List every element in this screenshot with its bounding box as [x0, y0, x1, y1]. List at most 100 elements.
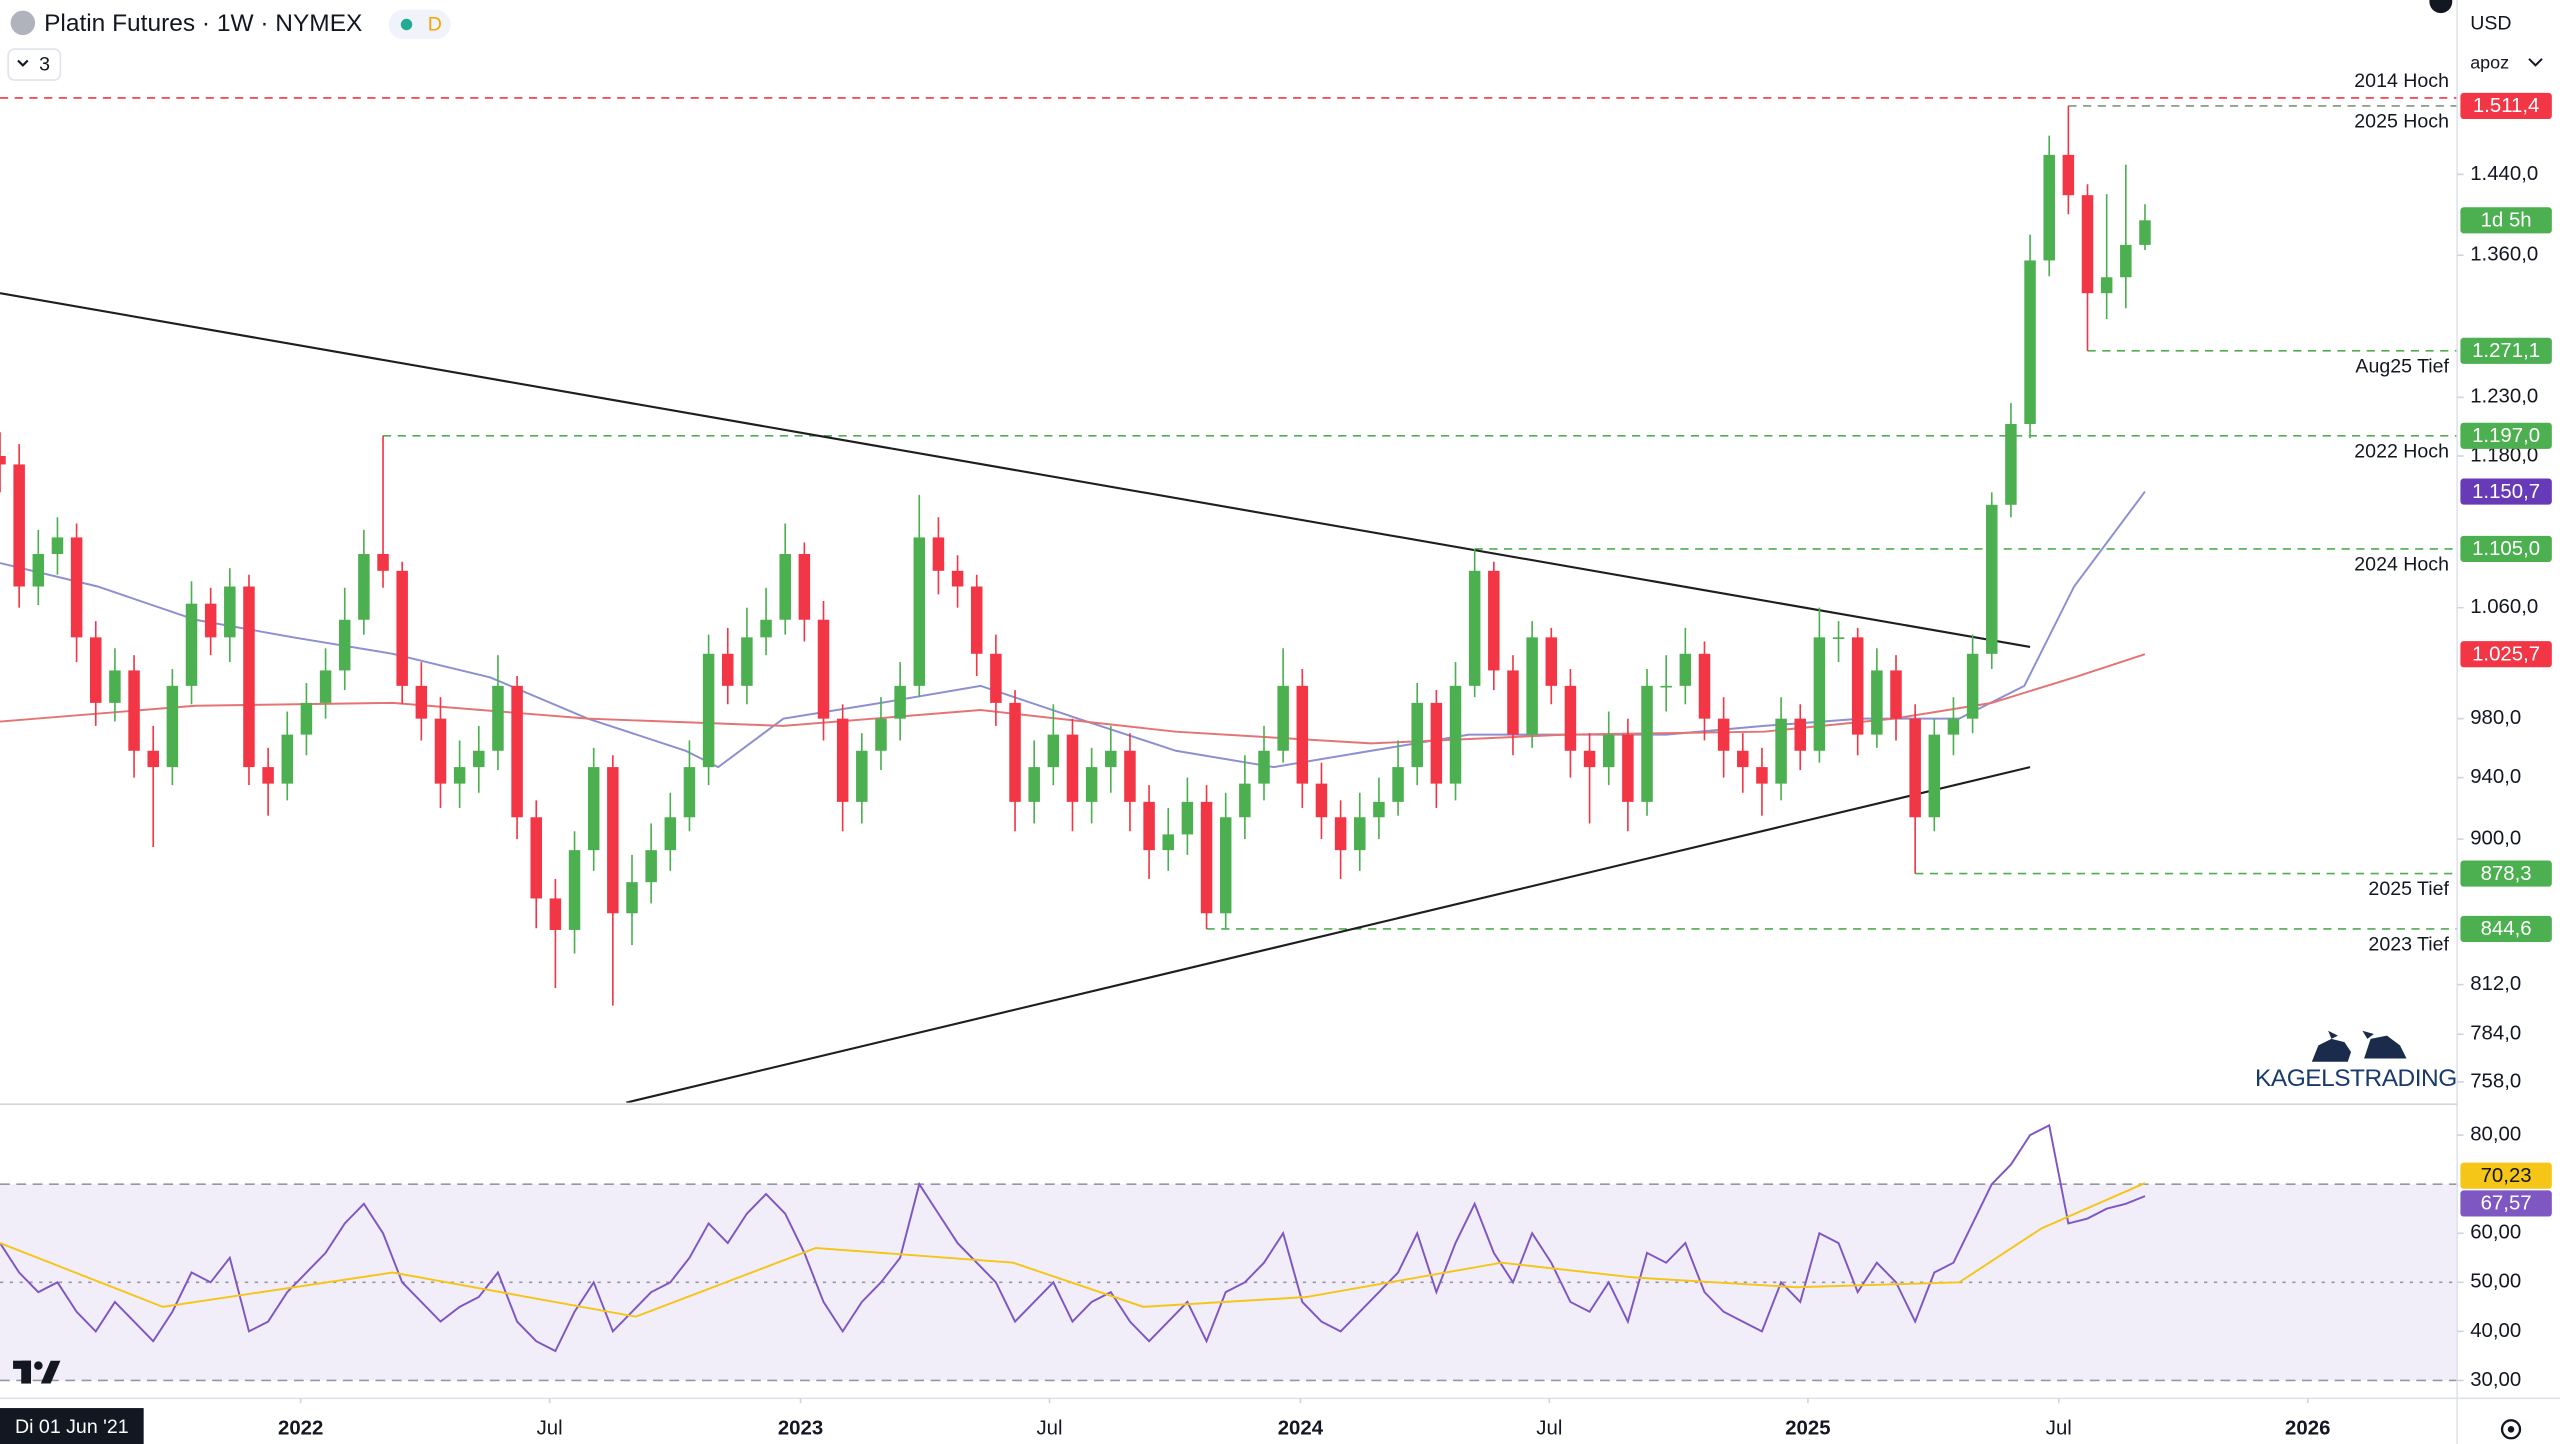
x-tick-label: 2026: [2285, 1418, 2330, 1440]
ma-value-text: 1.150,7: [2472, 481, 2540, 503]
candle-body: [204, 603, 217, 638]
ma-value-box: [2460, 478, 2552, 505]
candle-body: [1430, 702, 1443, 784]
x-tick-label: Jul: [1036, 1418, 1062, 1440]
y-tick-label: 980,0: [2470, 707, 2521, 729]
symbol-icon[interactable]: [10, 10, 36, 36]
candle-body: [683, 767, 696, 818]
candle-body: [1890, 670, 1902, 719]
y-tick-label: 784,0: [2470, 1023, 2521, 1045]
currency[interactable]: USD: [2470, 13, 2511, 35]
level-value-text: 1.271,1: [2472, 340, 2540, 362]
level-label: Aug25 Tief: [2355, 355, 2449, 377]
ma-value-box: [2460, 641, 2552, 668]
candle-body: [70, 537, 83, 638]
settings-icon[interactable]: [2500, 1419, 2522, 1440]
candle-body: [90, 637, 102, 703]
candle-body: [51, 537, 64, 555]
logo-part: [34, 1361, 43, 1370]
candle-body: [817, 619, 830, 719]
candle-body: [1583, 750, 1596, 768]
candle-body: [1028, 767, 1040, 802]
candle-body: [453, 767, 466, 784]
candle-body: [568, 850, 581, 930]
candle-body: [473, 750, 485, 768]
level-value-box: [2460, 337, 2552, 364]
candle-body: [319, 670, 332, 703]
candle-body: [875, 718, 887, 751]
top-icon[interactable]: [2429, 0, 2453, 14]
y-tick-label: 900,0: [2470, 827, 2521, 849]
y-tick-label: 1.060,0: [2470, 596, 2538, 618]
y-tick-label: 1.230,0: [2470, 386, 2538, 408]
level-label: 2025 Hoch: [2354, 110, 2449, 132]
candle-body: [281, 734, 294, 784]
rsi-value-text: 67,57: [2481, 1193, 2532, 1215]
y-tick-label: 1.360,0: [2470, 244, 2538, 266]
ma-value-text: 1.025,7: [2472, 643, 2540, 665]
candle-body: [2139, 220, 2151, 245]
candle-body: [951, 570, 964, 587]
rsi-tick-label: 30,00: [2470, 1369, 2521, 1391]
candle-body: [626, 882, 638, 914]
status-badge[interactable]: [388, 9, 451, 40]
candle-body: [13, 464, 25, 587]
candle-body: [1622, 734, 1634, 802]
rsi-line: [0, 1123, 2146, 1353]
candle-body: [549, 898, 562, 930]
candle-body: [1851, 637, 1864, 735]
panes: 2014 Hoch 2025 Hoch Aug25 Tief 2022 Hoch 202…: [0, 70, 2458, 1382]
countdown-box: [2460, 207, 2552, 234]
level-value-text: 878,3: [2481, 863, 2532, 885]
level-value-box: [2460, 92, 2552, 120]
cursor-date-box: [0, 1408, 144, 1444]
candle-body: [1928, 734, 1941, 818]
settings-icon-core: [2507, 1426, 2515, 1433]
level-value-text: 1.197,0: [2472, 425, 2540, 447]
candle-body: [1009, 702, 1021, 802]
candle-body: [932, 537, 945, 571]
candle-body: [0, 456, 6, 465]
candle-body: [587, 767, 600, 851]
candle-body: [1143, 801, 1155, 851]
cursor-date: Di 01 Jun '21: [15, 1416, 129, 1438]
indicator-toggle[interactable]: [7, 48, 62, 81]
trendline: [0, 292, 2031, 648]
candle-body: [779, 554, 791, 620]
level-label: 2024 Hoch: [2354, 553, 2449, 575]
level-label: 2014 Hoch: [2354, 70, 2449, 92]
candle-body: [1047, 734, 1060, 768]
adjustment[interactable]: apoz: [2470, 52, 2509, 72]
x-tick-label: 2024: [1278, 1418, 1324, 1440]
candle-body: [358, 554, 370, 620]
candle-body: [1526, 637, 1538, 735]
rsi-tick-label: 40,00: [2470, 1320, 2521, 1342]
logo-part: [40, 1360, 61, 1384]
level-value-text: 1.105,0: [2472, 538, 2540, 560]
x-tick-label: Jul: [1536, 1418, 1562, 1440]
x-tick-label: 2023: [778, 1418, 823, 1440]
candle-body: [2024, 260, 2036, 425]
candle-body: [1162, 834, 1174, 851]
candle-body: [1641, 685, 1653, 802]
candle-body: [1066, 734, 1079, 802]
level-value-box: [2460, 915, 2552, 943]
rsi-ma-value-text: 70,23: [2481, 1165, 2532, 1187]
tv-logo[interactable]: [13, 1360, 61, 1384]
candle-body: [722, 653, 734, 686]
countdown-text: 1d 5h: [2481, 210, 2532, 232]
x-tick-label: Jul: [2046, 1418, 2072, 1440]
candle-body: [1411, 702, 1423, 768]
candle-body: [1334, 817, 1347, 851]
candle-body: [1813, 637, 1826, 751]
level-label: 2023 Tief: [2368, 933, 2449, 955]
candle-body: [2062, 154, 2075, 196]
symbol-title[interactable]: Platin Futures · 1W · NYMEX: [44, 10, 362, 37]
candle-body: [185, 603, 198, 686]
candle-body: [1258, 750, 1270, 784]
candle-body: [1602, 734, 1615, 768]
candle-body: [913, 537, 926, 686]
candle-body: [1698, 653, 1711, 719]
